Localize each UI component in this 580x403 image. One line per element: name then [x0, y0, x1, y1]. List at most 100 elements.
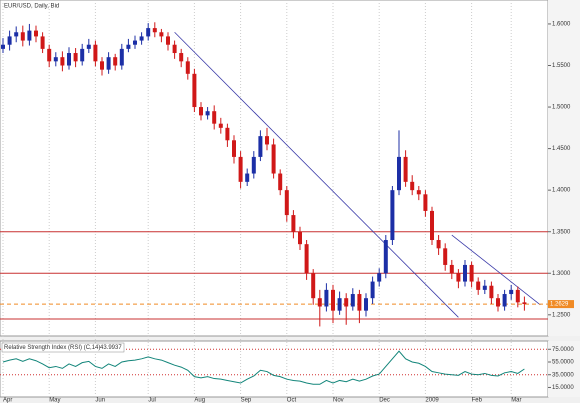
candle-body	[205, 111, 210, 116]
trendline	[174, 31, 459, 318]
candle-body	[245, 173, 250, 182]
candle-body	[304, 244, 309, 274]
candle-body	[86, 44, 91, 49]
candle-body	[443, 248, 448, 265]
candle-body	[192, 73, 197, 108]
rsi-line	[2, 350, 525, 385]
candle-body	[40, 36, 45, 49]
y-tick-label: 1.2500	[552, 312, 571, 318]
candle-body	[423, 194, 428, 211]
candle-body	[390, 190, 395, 241]
candle-body	[324, 289, 329, 307]
rsi-axis	[548, 341, 580, 397]
candle-body	[265, 136, 269, 145]
candle-body	[522, 302, 527, 305]
candle-body	[463, 264, 467, 282]
candle-body	[80, 48, 85, 62]
candle-body	[7, 36, 12, 45]
candle-body	[238, 156, 243, 182]
candle-body	[311, 273, 316, 299]
x-tick-label: Sep	[241, 398, 252, 403]
candle-body	[430, 210, 434, 241]
candle-body	[152, 28, 157, 33]
x-tick-label: Feb	[472, 398, 483, 403]
candle-body	[496, 298, 500, 307]
y-tick-label: 1.3000	[552, 271, 571, 277]
candle-body	[100, 61, 104, 70]
y-tick-label: 1.4000	[552, 188, 571, 194]
candle-body	[515, 289, 520, 303]
y-tick-label: 1.5000	[552, 105, 571, 111]
candle-body	[416, 190, 421, 195]
candle-body	[146, 28, 151, 37]
x-tick-label: Dec	[379, 398, 390, 403]
chart-title: EUR/USD, Daily, Bid	[4, 4, 59, 10]
candle-body	[298, 231, 302, 245]
candle-body	[476, 281, 481, 290]
candle-body	[258, 136, 263, 157]
candle-body	[67, 53, 71, 66]
candle-body	[126, 44, 131, 49]
rsi-label-box	[1, 342, 125, 353]
candle-body	[509, 289, 514, 295]
candle-body	[370, 281, 375, 299]
candle-body	[106, 57, 111, 70]
x-tick-label: May	[49, 398, 60, 403]
candle-body	[179, 53, 184, 62]
candle-body	[159, 32, 164, 37]
candle-body	[27, 30, 32, 41]
candle-body	[1, 44, 5, 49]
candle-body	[291, 215, 296, 232]
y-tick-label: 15.0000	[552, 385, 574, 391]
x-tick-label: Mar	[511, 398, 521, 403]
candle-body	[410, 181, 415, 191]
candle-body	[133, 40, 137, 45]
price-axis	[548, 0, 580, 336]
y-tick-label: 1.5500	[552, 63, 571, 69]
y-tick-label: 75.0000	[552, 347, 574, 353]
y-tick-label: 55.0000	[552, 360, 574, 366]
x-tick-label: 2009	[425, 398, 439, 403]
candle-body	[489, 285, 494, 299]
candle-body	[377, 273, 382, 282]
candle-body	[172, 44, 177, 54]
x-tick-label: Jun	[95, 398, 105, 403]
candle-body	[251, 156, 256, 174]
last-price-label: 1.2629	[550, 302, 569, 308]
candle-body	[357, 294, 362, 311]
x-tick-label: Oct	[287, 398, 297, 403]
candle-body	[53, 57, 58, 62]
y-tick-label: 35.0000	[552, 372, 574, 378]
candle-body	[350, 294, 355, 307]
candle-body	[14, 32, 19, 37]
candle-body	[331, 289, 335, 311]
trendline	[451, 234, 541, 306]
candle-body	[449, 264, 454, 274]
candle-body	[284, 190, 289, 216]
candle-body	[34, 30, 38, 37]
candle-body	[317, 298, 322, 307]
candle-body	[73, 53, 78, 62]
candle-body	[337, 298, 342, 311]
candle-body	[139, 36, 144, 41]
x-tick-label: Aug	[194, 398, 205, 403]
last-price-box	[548, 300, 574, 309]
y-tick-label: 1.3500	[552, 229, 571, 235]
candle-body	[403, 156, 408, 182]
candle-body	[93, 44, 98, 62]
rsi-value-label: 43.9937	[100, 345, 122, 351]
candle-body	[225, 127, 230, 141]
x-tick-label: Nov	[333, 398, 344, 403]
candle-body	[383, 240, 388, 274]
candle-body	[119, 48, 124, 66]
x-tick-label: Apr	[3, 398, 12, 403]
candle-body	[469, 264, 474, 282]
candle-body	[20, 32, 25, 41]
x-tick-label: Jul	[148, 398, 156, 403]
candle-body	[397, 156, 401, 191]
candle-body	[185, 61, 190, 74]
candle-body	[60, 57, 65, 66]
candle-body	[47, 48, 52, 62]
candle-body	[212, 111, 217, 124]
